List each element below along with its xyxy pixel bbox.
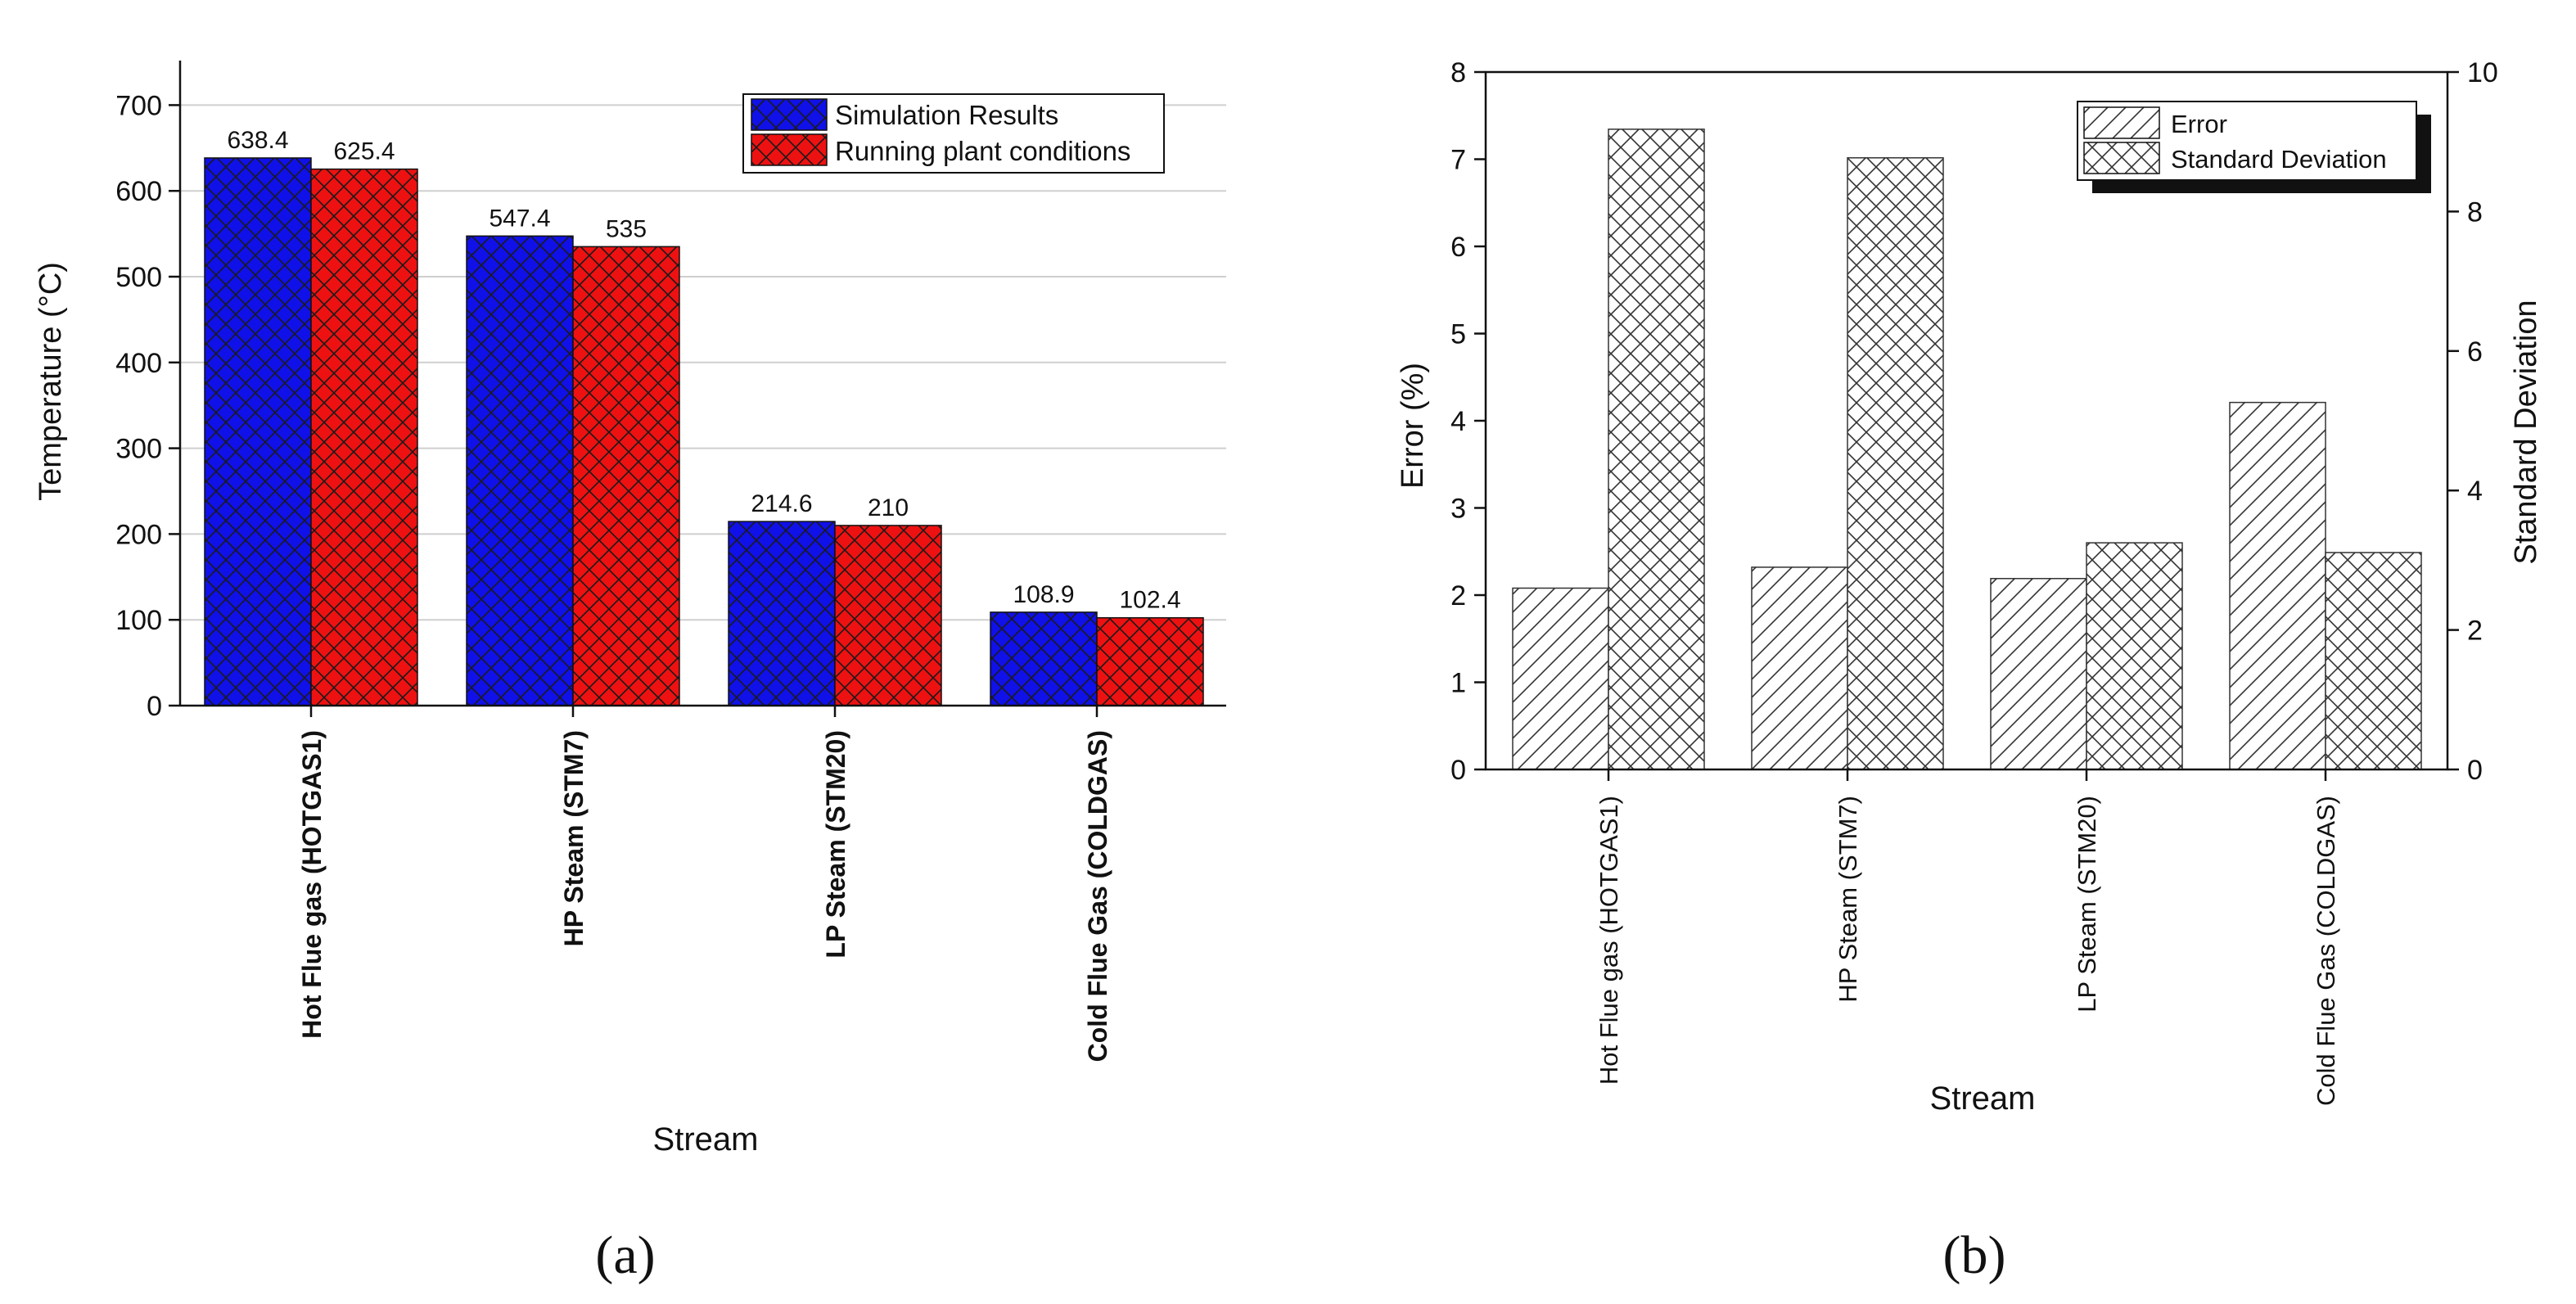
chart-b-y-tick-label: 4 xyxy=(1450,406,1466,437)
chart-b-x-tick-label-1: Hot Flue gas (HOTGAS1) xyxy=(1595,796,1623,1085)
chart-b-y-tick-label: 8 xyxy=(1450,57,1466,88)
chart-a-bar-simulation-results-2 xyxy=(466,235,574,706)
chart-b-y-tick-label: 3 xyxy=(1450,494,1466,525)
chart-a-data-label-simulation-results-3: 214.6 xyxy=(751,490,812,517)
chart-b-y-tick-label: 0 xyxy=(1450,755,1466,786)
chart-b-y2-tick-label: 10 xyxy=(2467,57,2498,88)
chart-a-x-tick-label-1: Hot Flue gas (HOTGAS1) xyxy=(297,730,327,1039)
chart-b-y2-axis-label: Standard Deviation xyxy=(2509,300,2543,564)
chart-a-data-label-simulation-results-1: 638.4 xyxy=(227,127,288,154)
chart-a-bars xyxy=(204,157,1204,706)
chart-b-y-tick-label: 6 xyxy=(1450,232,1466,263)
chart-a-legend: Simulation Results Running plant conditi… xyxy=(742,93,1165,174)
chart-b-x-axis-label: Stream xyxy=(1930,1081,2036,1117)
chart-b-y-axis-label: Error (%) xyxy=(1396,363,1430,489)
chart-b-y-tick-label: 2 xyxy=(1450,580,1466,611)
chart-a-data-label-running-plant-conditions-1: 625.4 xyxy=(333,138,395,165)
chart-a-y-tick-label: 700 xyxy=(115,90,162,121)
chart-b-legend-swatch-error xyxy=(2083,106,2160,139)
chart-b-y-tick-labels: 0 1 2 3 4 5 6 7 8 xyxy=(1450,57,1466,786)
chart-a-data-label-running-plant-conditions-3: 210 xyxy=(868,494,909,521)
chart-b-y2-tick-labels: 0 2 4 6 8 10 xyxy=(2467,57,2498,786)
chart-a-x-tick-label-3: LP Steam (STM20) xyxy=(821,730,850,959)
chart-b-bar-standard-deviation-4 xyxy=(2325,552,2422,770)
chart-a-x-axis-label: Stream xyxy=(653,1121,759,1157)
chart-a-bar-simulation-results-3 xyxy=(728,521,836,706)
chart-b-x-tick-label-3: LP Steam (STM20) xyxy=(2073,796,2101,1013)
chart-a-data-label-running-plant-conditions-4: 102.4 xyxy=(1119,587,1180,614)
chart-a-y-tick-labels: 0 100 200 300 400 500 600 700 xyxy=(115,90,162,722)
chart-a-bar-simulation-results-4 xyxy=(990,611,1098,706)
chart-a-x-tick-label-4: Cold Flue Gas (COLDGAS) xyxy=(1083,730,1112,1062)
chart-a-data-label-running-plant-conditions-2: 535 xyxy=(606,215,647,242)
chart-b-y-tick-label: 1 xyxy=(1450,668,1466,699)
chart-a-y-tick-label: 200 xyxy=(115,519,162,550)
chart-b-legend-label-error: Error xyxy=(2171,110,2227,138)
chart-a-data-label-simulation-results-2: 547.4 xyxy=(489,205,550,232)
chart-b-bar-standard-deviation-3 xyxy=(2086,542,2183,770)
chart-b-plot-frame xyxy=(1484,70,2449,771)
chart-b-panel-label: (b) xyxy=(1943,1225,2006,1285)
chart-a: 638.4 625.4 547.4 535 214.6 210 108.9 102.4 0 10… xyxy=(34,61,1226,1285)
chart-a-y-tick-label: 600 xyxy=(115,176,162,207)
chart-b-bar-standard-deviation-1 xyxy=(1608,129,1705,770)
chart-b-legend-swatch-std xyxy=(2083,142,2160,174)
chart-b-bars xyxy=(1512,129,2422,770)
chart-a-legend-swatch-plant xyxy=(751,133,828,166)
chart-a-data-labels: 638.4 625.4 547.4 535 214.6 210 108.9 102.4 xyxy=(227,127,1180,614)
chart-a-data-label-simulation-results-4: 108.9 xyxy=(1013,581,1074,608)
chart-a-bar-running-plant-conditions-4 xyxy=(1096,616,1204,706)
chart-b-y-tick-label: 7 xyxy=(1450,145,1466,176)
chart-a-x-tick-label-2: HP Steam (STM7) xyxy=(559,730,589,946)
chart-a-y-tick-label: 0 xyxy=(147,691,162,722)
chart-b-x-tick-label-2: HP Steam (STM7) xyxy=(1834,796,1862,1003)
chart-b-y2-tick-label: 6 xyxy=(2467,336,2483,368)
chart-b-bar-standard-deviation-2 xyxy=(1847,157,1944,770)
chart-a-legend-label-plant: Running plant conditions xyxy=(835,136,1130,166)
chart-a-panel-label: (a) xyxy=(595,1225,655,1285)
chart-b-y2-tick-label: 2 xyxy=(2467,616,2483,647)
chart-b: 0 1 2 3 4 5 6 7 8 0 2 4 6 8 10 Hot Flue gas (HOTGAS1)… xyxy=(1396,57,2543,1285)
chart-a-axes xyxy=(169,61,1226,717)
chart-b-y-tick-label: 5 xyxy=(1450,319,1466,350)
chart-a-bar-running-plant-conditions-1 xyxy=(310,168,418,706)
chart-b-bar-error-3 xyxy=(1990,578,2087,770)
chart-a-y-tick-label: 500 xyxy=(115,262,162,293)
chart-a-bar-running-plant-conditions-2 xyxy=(572,246,680,706)
chart-b-y2-tick-label: 0 xyxy=(2467,755,2483,786)
chart-a-y-tick-label: 100 xyxy=(115,605,162,636)
chart-b-x-tick-labels: Hot Flue gas (HOTGAS1) HP Steam (STM7) LP … xyxy=(1595,796,2340,1106)
chart-a-bar-running-plant-conditions-3 xyxy=(834,525,942,706)
chart-b-bar-error-4 xyxy=(2229,401,2326,770)
chart-b-y2-tick-label: 8 xyxy=(2467,196,2483,228)
chart-b-x-tick-label-4: Cold Flue Gas (COLDGAS) xyxy=(2312,796,2340,1106)
chart-b-legend: Error Standard Deviation xyxy=(2077,101,2431,193)
chart-a-y-axis-label: Temperature (°C) xyxy=(34,262,68,501)
chart-a-y-tick-label: 400 xyxy=(115,348,162,379)
chart-b-axes xyxy=(1474,70,2459,781)
chart-a-y-tick-label: 300 xyxy=(115,434,162,465)
chart-b-legend-label-std: Standard Deviation xyxy=(2171,145,2387,174)
chart-a-x-tick-labels: Hot Flue gas (HOTGAS1) HP Steam (STM7) LP … xyxy=(297,730,1112,1062)
chart-a-bar-simulation-results-1 xyxy=(204,157,312,706)
chart-a-legend-label-simulation: Simulation Results xyxy=(835,100,1058,130)
chart-a-legend-swatch-simulation xyxy=(751,98,828,131)
chart-b-bar-error-1 xyxy=(1512,587,1609,770)
chart-b-y2-tick-label: 4 xyxy=(2467,476,2483,507)
chart-b-bar-error-2 xyxy=(1751,566,1848,770)
